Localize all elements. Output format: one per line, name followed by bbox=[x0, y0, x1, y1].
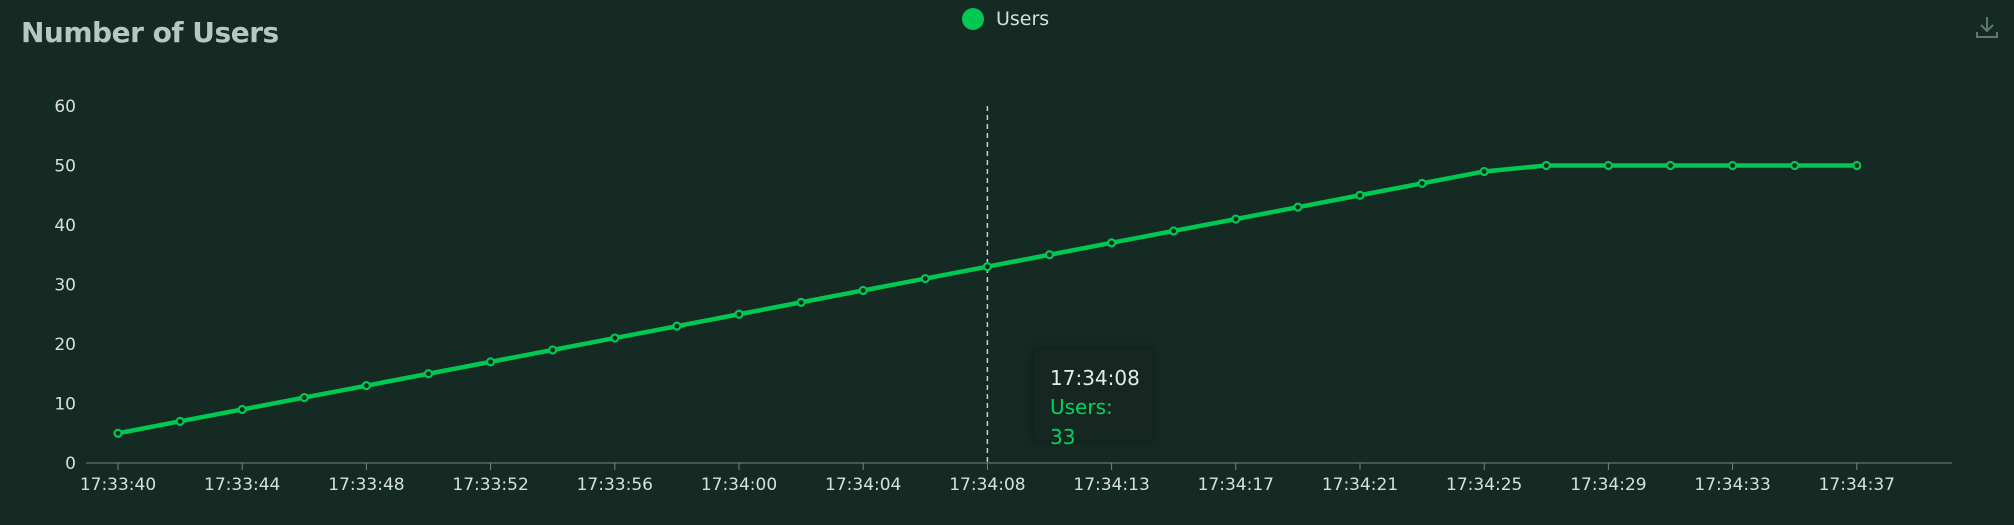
legend-marker bbox=[962, 8, 984, 30]
data-point bbox=[113, 428, 123, 438]
y-tick-label: 0 bbox=[65, 454, 76, 474]
x-tick-label: 17:34:13 bbox=[1073, 475, 1149, 495]
data-point bbox=[1106, 238, 1117, 248]
tooltip-time: 17:34:08 bbox=[1050, 366, 1140, 390]
y-tick-label: 60 bbox=[54, 97, 76, 117]
data-point bbox=[1665, 160, 1676, 171]
data-point bbox=[1231, 214, 1241, 224]
chart-title: Number of Users bbox=[21, 16, 279, 49]
data-point bbox=[610, 333, 620, 343]
data-point bbox=[423, 369, 434, 379]
y-tick-label: 10 bbox=[54, 395, 76, 415]
data-point bbox=[796, 297, 806, 307]
download-icon[interactable] bbox=[1974, 14, 2000, 40]
data-point bbox=[1355, 190, 1365, 200]
data-point bbox=[982, 262, 993, 272]
x-tick-label: 17:33:56 bbox=[577, 475, 653, 495]
data-point bbox=[237, 404, 247, 415]
data-point bbox=[1790, 160, 1800, 171]
x-tick-label: 17:33:44 bbox=[204, 475, 280, 495]
data-point bbox=[1044, 250, 1055, 260]
x-tick-label: 17:33:52 bbox=[452, 475, 528, 495]
data-point bbox=[1479, 166, 1489, 177]
data-point bbox=[920, 273, 930, 284]
y-tick-label: 50 bbox=[54, 157, 76, 177]
y-tick-label: 30 bbox=[54, 276, 76, 296]
data-point bbox=[1603, 160, 1614, 171]
data-point bbox=[361, 381, 371, 391]
x-tick-label: 17:34:29 bbox=[1570, 475, 1646, 495]
legend-item-users[interactable]: Users bbox=[962, 8, 1049, 30]
x-tick-label: 17:33:40 bbox=[80, 475, 156, 495]
data-point bbox=[1727, 160, 1738, 171]
x-tick-label: 17:34:00 bbox=[701, 475, 777, 495]
tooltip: 17:34:08 Users: 33 bbox=[1034, 350, 1152, 449]
x-tick-label: 17:33:48 bbox=[328, 475, 404, 495]
y-tick-label: 20 bbox=[54, 335, 76, 355]
x-tick-label: 17:34:08 bbox=[949, 475, 1025, 495]
x-tick-label: 17:34:17 bbox=[1198, 475, 1274, 495]
data-point bbox=[858, 285, 868, 296]
data-point bbox=[734, 309, 744, 319]
x-tick-label: 17:34:33 bbox=[1694, 475, 1770, 495]
data-point bbox=[1541, 160, 1551, 171]
x-tick-label: 17:34:25 bbox=[1446, 475, 1522, 495]
x-tick-label: 17:34:21 bbox=[1322, 475, 1398, 495]
x-tick-label: 17:34:04 bbox=[825, 475, 901, 495]
data-point bbox=[1169, 226, 1179, 236]
y-tick-label: 40 bbox=[54, 216, 76, 236]
tooltip-value: Users: 33 bbox=[1050, 395, 1113, 449]
x-tick-label: 17:34:37 bbox=[1819, 475, 1895, 495]
data-point bbox=[548, 345, 558, 355]
data-point bbox=[486, 357, 496, 367]
data-point bbox=[1417, 178, 1427, 188]
legend-label: Users bbox=[996, 8, 1050, 30]
data-point bbox=[672, 321, 682, 331]
data-point bbox=[1852, 160, 1862, 171]
data-point bbox=[1293, 202, 1303, 212]
data-point bbox=[299, 392, 309, 403]
data-point bbox=[175, 416, 185, 426]
